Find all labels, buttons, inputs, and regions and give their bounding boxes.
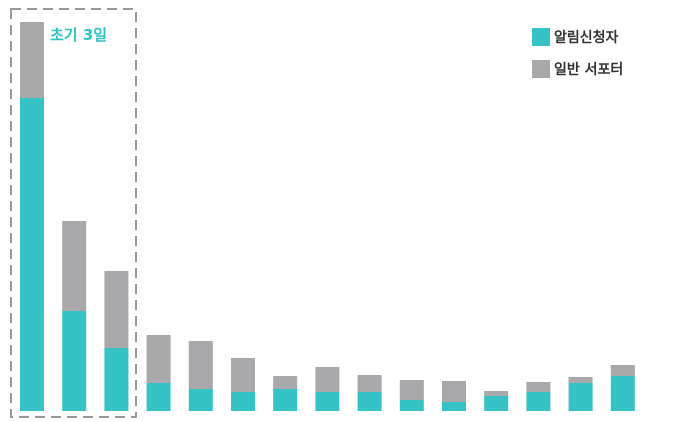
legend-label: 일반 서포터	[554, 62, 624, 78]
bar-segment-series2-7	[273, 376, 298, 389]
bar-segment-series2-12	[484, 391, 509, 396]
bar-segment-series1-5	[188, 389, 213, 411]
bar-segment-series1-8	[315, 392, 340, 411]
bar-segment-series2-8	[315, 367, 340, 392]
bar-segment-series1-6	[231, 392, 255, 411]
highlight-annotation-label: 초기 3일	[50, 26, 108, 44]
bar-segment-series1-10	[399, 400, 424, 411]
bar-segment-series1-3	[104, 348, 129, 411]
legend-item-series-2: 일반 서포터	[532, 58, 623, 80]
bar-segment-series2-13	[526, 382, 551, 392]
legend-swatch	[532, 28, 550, 46]
bar-segment-series1-11	[442, 402, 466, 411]
legend-swatch	[532, 60, 550, 78]
highlight-box	[10, 8, 137, 418]
legend-item-series-1: 알림신청자	[532, 26, 623, 48]
bar-segment-series1-7	[273, 389, 298, 411]
bar-segment-series2-3	[104, 271, 129, 348]
bar-segment-series2-4	[146, 335, 171, 383]
bar-segment-series1-1	[20, 98, 44, 411]
bar-segment-series1-12	[484, 396, 509, 411]
bar-segment-series1-9	[357, 392, 382, 411]
legend-label: 알림신청자	[554, 30, 619, 46]
bar-segment-series1-15	[610, 376, 635, 411]
bar-segment-series1-13	[526, 392, 551, 411]
bar-segment-series2-5	[188, 341, 213, 389]
bar-segment-series1-14	[568, 383, 593, 411]
bar-segment-series2-15	[610, 365, 635, 376]
bar-segment-series2-9	[357, 375, 382, 392]
bar-segment-series2-10	[399, 380, 424, 400]
bar-segment-series1-2	[62, 311, 87, 411]
bar-segment-series1-4	[146, 383, 171, 411]
bar-segment-series2-1	[20, 22, 44, 98]
bar-segment-series2-11	[442, 381, 466, 402]
bar-segment-series2-6	[231, 358, 255, 392]
bar-segment-series2-14	[568, 377, 593, 383]
bar-segment-series2-2	[62, 221, 87, 311]
legend: 알림신청자 일반 서포터	[532, 26, 623, 90]
